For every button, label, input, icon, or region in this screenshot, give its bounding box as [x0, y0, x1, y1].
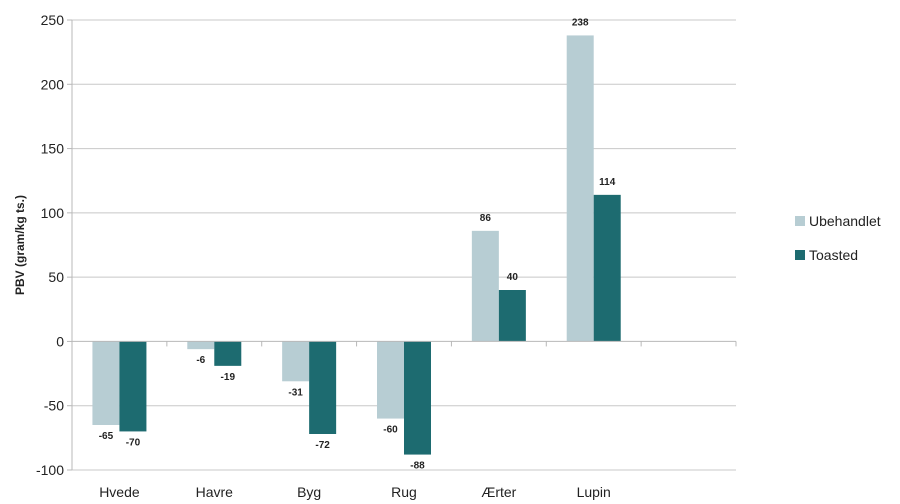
data-label: 114: [599, 177, 616, 188]
gridlines: [67, 19, 737, 471]
y-tick-label: -50: [44, 398, 64, 414]
bar-toasted: [309, 341, 337, 434]
data-label: 86: [480, 213, 492, 224]
x-category-label: Rug: [391, 484, 417, 500]
bar-toasted: [214, 341, 242, 366]
x-category-label: Ærter: [481, 484, 516, 500]
bar-toasted: [119, 341, 147, 432]
legend-label: Ubehandlet: [809, 213, 881, 229]
y-axis-title: PBV (gram/kg ts.): [13, 195, 27, 295]
data-label: 40: [507, 272, 519, 283]
data-label: 238: [572, 17, 589, 28]
bar-toasted: [404, 341, 431, 455]
data-label: -70: [126, 437, 141, 448]
y-tick-label: 0: [56, 333, 64, 349]
legend-label: Toasted: [809, 247, 858, 263]
data-label: -60: [383, 425, 398, 436]
y-tick-label: 100: [41, 205, 65, 221]
data-label: -72: [315, 440, 330, 451]
legend-swatch: [795, 216, 805, 226]
bar-toasted: [593, 194, 621, 342]
data-label: -31: [288, 387, 303, 398]
y-tick-label: -100: [36, 462, 64, 478]
x-category-label: Hvede: [99, 484, 140, 500]
data-label: -88: [410, 461, 425, 472]
data-label: -65: [99, 431, 114, 442]
legend: Ubehandlet Toasted: [795, 213, 881, 263]
x-category-label: Byg: [297, 484, 321, 500]
bar-ubehandlet: [282, 341, 310, 382]
data-label: -6: [196, 355, 205, 366]
bar-ubehandlet: [471, 230, 499, 342]
x-category-label: Lupin: [577, 484, 611, 500]
x-category-labels: Hvede Havre Byg Rug Ærter Lupin: [99, 484, 611, 500]
y-tick-label: 50: [48, 269, 64, 285]
y-tick-label: 150: [41, 141, 65, 157]
y-tick-label: 200: [41, 76, 65, 92]
bars: [92, 35, 621, 455]
data-labels: -65 -70 -6 -19 -31 -72 -60 -88 86 40 238 114: [99, 17, 616, 471]
data-label: -19: [221, 372, 236, 383]
bar-ubehandlet: [187, 341, 215, 350]
legend-swatch: [795, 250, 805, 260]
bar-ubehandlet: [92, 341, 120, 425]
bar-toasted: [498, 290, 526, 342]
y-tick-labels: 250 200 150 100 50 0 -50 -100: [36, 12, 64, 478]
y-tick-label: 250: [41, 12, 65, 28]
x-category-label: Havre: [196, 484, 234, 500]
bar-ubehandlet: [566, 35, 594, 342]
bar-ubehandlet: [377, 341, 404, 419]
axes: [71, 20, 736, 470]
